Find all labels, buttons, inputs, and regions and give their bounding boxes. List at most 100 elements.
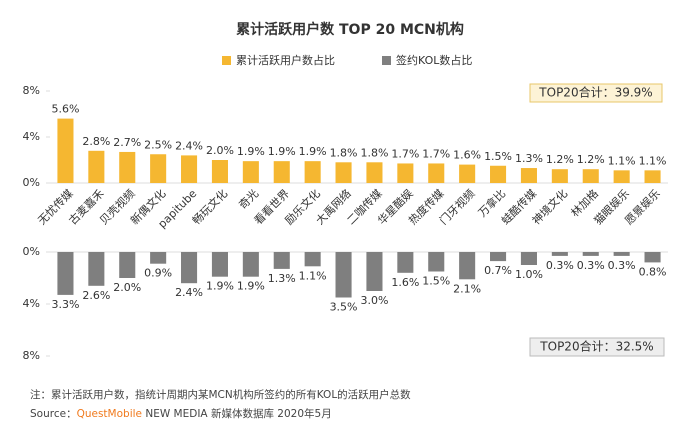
bar xyxy=(57,252,74,295)
bar xyxy=(181,252,198,284)
y-tick-label: 4% xyxy=(23,130,40,143)
value-label: 1.8% xyxy=(330,146,358,159)
value-label: 3.0% xyxy=(360,294,388,307)
y2-tick-label: 0% xyxy=(23,245,40,258)
value-label: 2.0% xyxy=(206,144,234,157)
bar xyxy=(397,252,414,273)
value-label: 1.7% xyxy=(391,147,419,160)
source-rest: NEW MEDIA 新媒体数据库 2020年5月 xyxy=(145,407,331,420)
value-label: 1.8% xyxy=(360,146,388,159)
bar xyxy=(644,170,661,183)
value-label: 2.7% xyxy=(113,136,141,149)
value-label: 2.8% xyxy=(82,135,110,148)
source-brand: QuestMobile xyxy=(77,408,142,420)
value-label: 1.9% xyxy=(237,145,265,158)
bar xyxy=(335,162,352,183)
bar xyxy=(181,155,198,183)
y-tick-label: 8% xyxy=(23,84,40,97)
value-label: 5.6% xyxy=(51,103,79,116)
annotation-box xyxy=(529,83,663,103)
bar xyxy=(273,252,290,269)
value-label: 1.2% xyxy=(546,153,574,166)
legend-label: 签约KOL数占比 xyxy=(396,53,472,67)
bar xyxy=(242,252,259,277)
bar xyxy=(551,252,568,256)
value-label: 0.3% xyxy=(608,259,636,272)
value-label: 2.0% xyxy=(113,281,141,294)
bar xyxy=(88,150,105,183)
legend-label: 累计活跃用户数占比 xyxy=(236,53,335,67)
annotation: TOP20合计：32.5% xyxy=(539,339,653,354)
value-label: 1.5% xyxy=(422,275,450,288)
bar xyxy=(150,154,167,183)
value-label: 1.9% xyxy=(237,280,265,293)
bar xyxy=(304,161,321,183)
bar xyxy=(57,118,74,183)
bar xyxy=(397,163,414,183)
legend-swatch xyxy=(222,56,231,65)
bar xyxy=(459,164,476,183)
bar xyxy=(551,169,568,183)
source: Source：QuestMobile NEW MEDIA 新媒体数据库 2020… xyxy=(30,407,332,420)
value-label: 1.9% xyxy=(268,145,296,158)
annotation: TOP20合计：39.9% xyxy=(538,85,652,100)
source-label: Source： xyxy=(30,408,77,420)
value-label: 1.6% xyxy=(391,276,419,289)
bar xyxy=(582,252,599,256)
value-label: 1.6% xyxy=(453,149,481,162)
bar xyxy=(366,252,383,291)
value-label: 1.3% xyxy=(268,272,296,285)
legend-swatch xyxy=(382,56,391,65)
footnote: 注：累计活跃用户数，指统计周期内某MCN机构所签约的所有KOL的活跃用户总数 xyxy=(30,388,411,401)
bar xyxy=(459,252,476,280)
value-label: 2.4% xyxy=(175,286,203,299)
value-label: 0.9% xyxy=(144,267,172,280)
value-label: 2.4% xyxy=(175,139,203,152)
bar xyxy=(644,252,661,263)
bar xyxy=(304,252,321,267)
value-label: 1.1% xyxy=(299,269,327,282)
value-label: 0.3% xyxy=(577,259,605,272)
value-label: 2.1% xyxy=(453,282,481,295)
bar xyxy=(582,169,599,183)
value-label: 1.1% xyxy=(639,154,667,167)
value-label: 0.8% xyxy=(639,265,667,278)
bar xyxy=(366,162,383,183)
value-label: 1.5% xyxy=(484,150,512,163)
chart-title: 累计活跃用户数 TOP 20 MCN机构 xyxy=(236,21,464,38)
bar xyxy=(490,165,507,183)
value-label: 3.5% xyxy=(330,301,358,314)
bar xyxy=(613,170,630,183)
bar xyxy=(211,252,228,277)
value-label: 1.3% xyxy=(515,152,543,165)
bar xyxy=(150,252,167,264)
bar xyxy=(119,151,136,183)
bar xyxy=(428,163,445,183)
value-label: 1.7% xyxy=(422,147,450,160)
value-label: 2.5% xyxy=(144,138,172,151)
y2-tick-label: 8% xyxy=(23,349,40,362)
bar xyxy=(613,252,630,256)
bar xyxy=(428,252,445,272)
y2-tick-label: 4% xyxy=(23,297,40,310)
value-label: 2.6% xyxy=(82,289,110,302)
value-label: 1.2% xyxy=(577,153,605,166)
bar xyxy=(273,161,290,183)
bar xyxy=(242,161,259,183)
value-label: 0.3% xyxy=(546,259,574,272)
value-label: 1.1% xyxy=(608,154,636,167)
value-label: 1.0% xyxy=(515,268,543,281)
value-label: 1.9% xyxy=(299,145,327,158)
bar xyxy=(88,252,105,286)
value-label: 1.9% xyxy=(206,280,234,293)
bar xyxy=(490,252,507,262)
value-label: 0.7% xyxy=(484,264,512,277)
bar xyxy=(520,168,537,183)
bar xyxy=(211,160,228,183)
bar xyxy=(119,252,136,278)
value-label: 3.3% xyxy=(51,298,79,311)
bar xyxy=(520,252,537,265)
annotation-box xyxy=(529,337,665,357)
